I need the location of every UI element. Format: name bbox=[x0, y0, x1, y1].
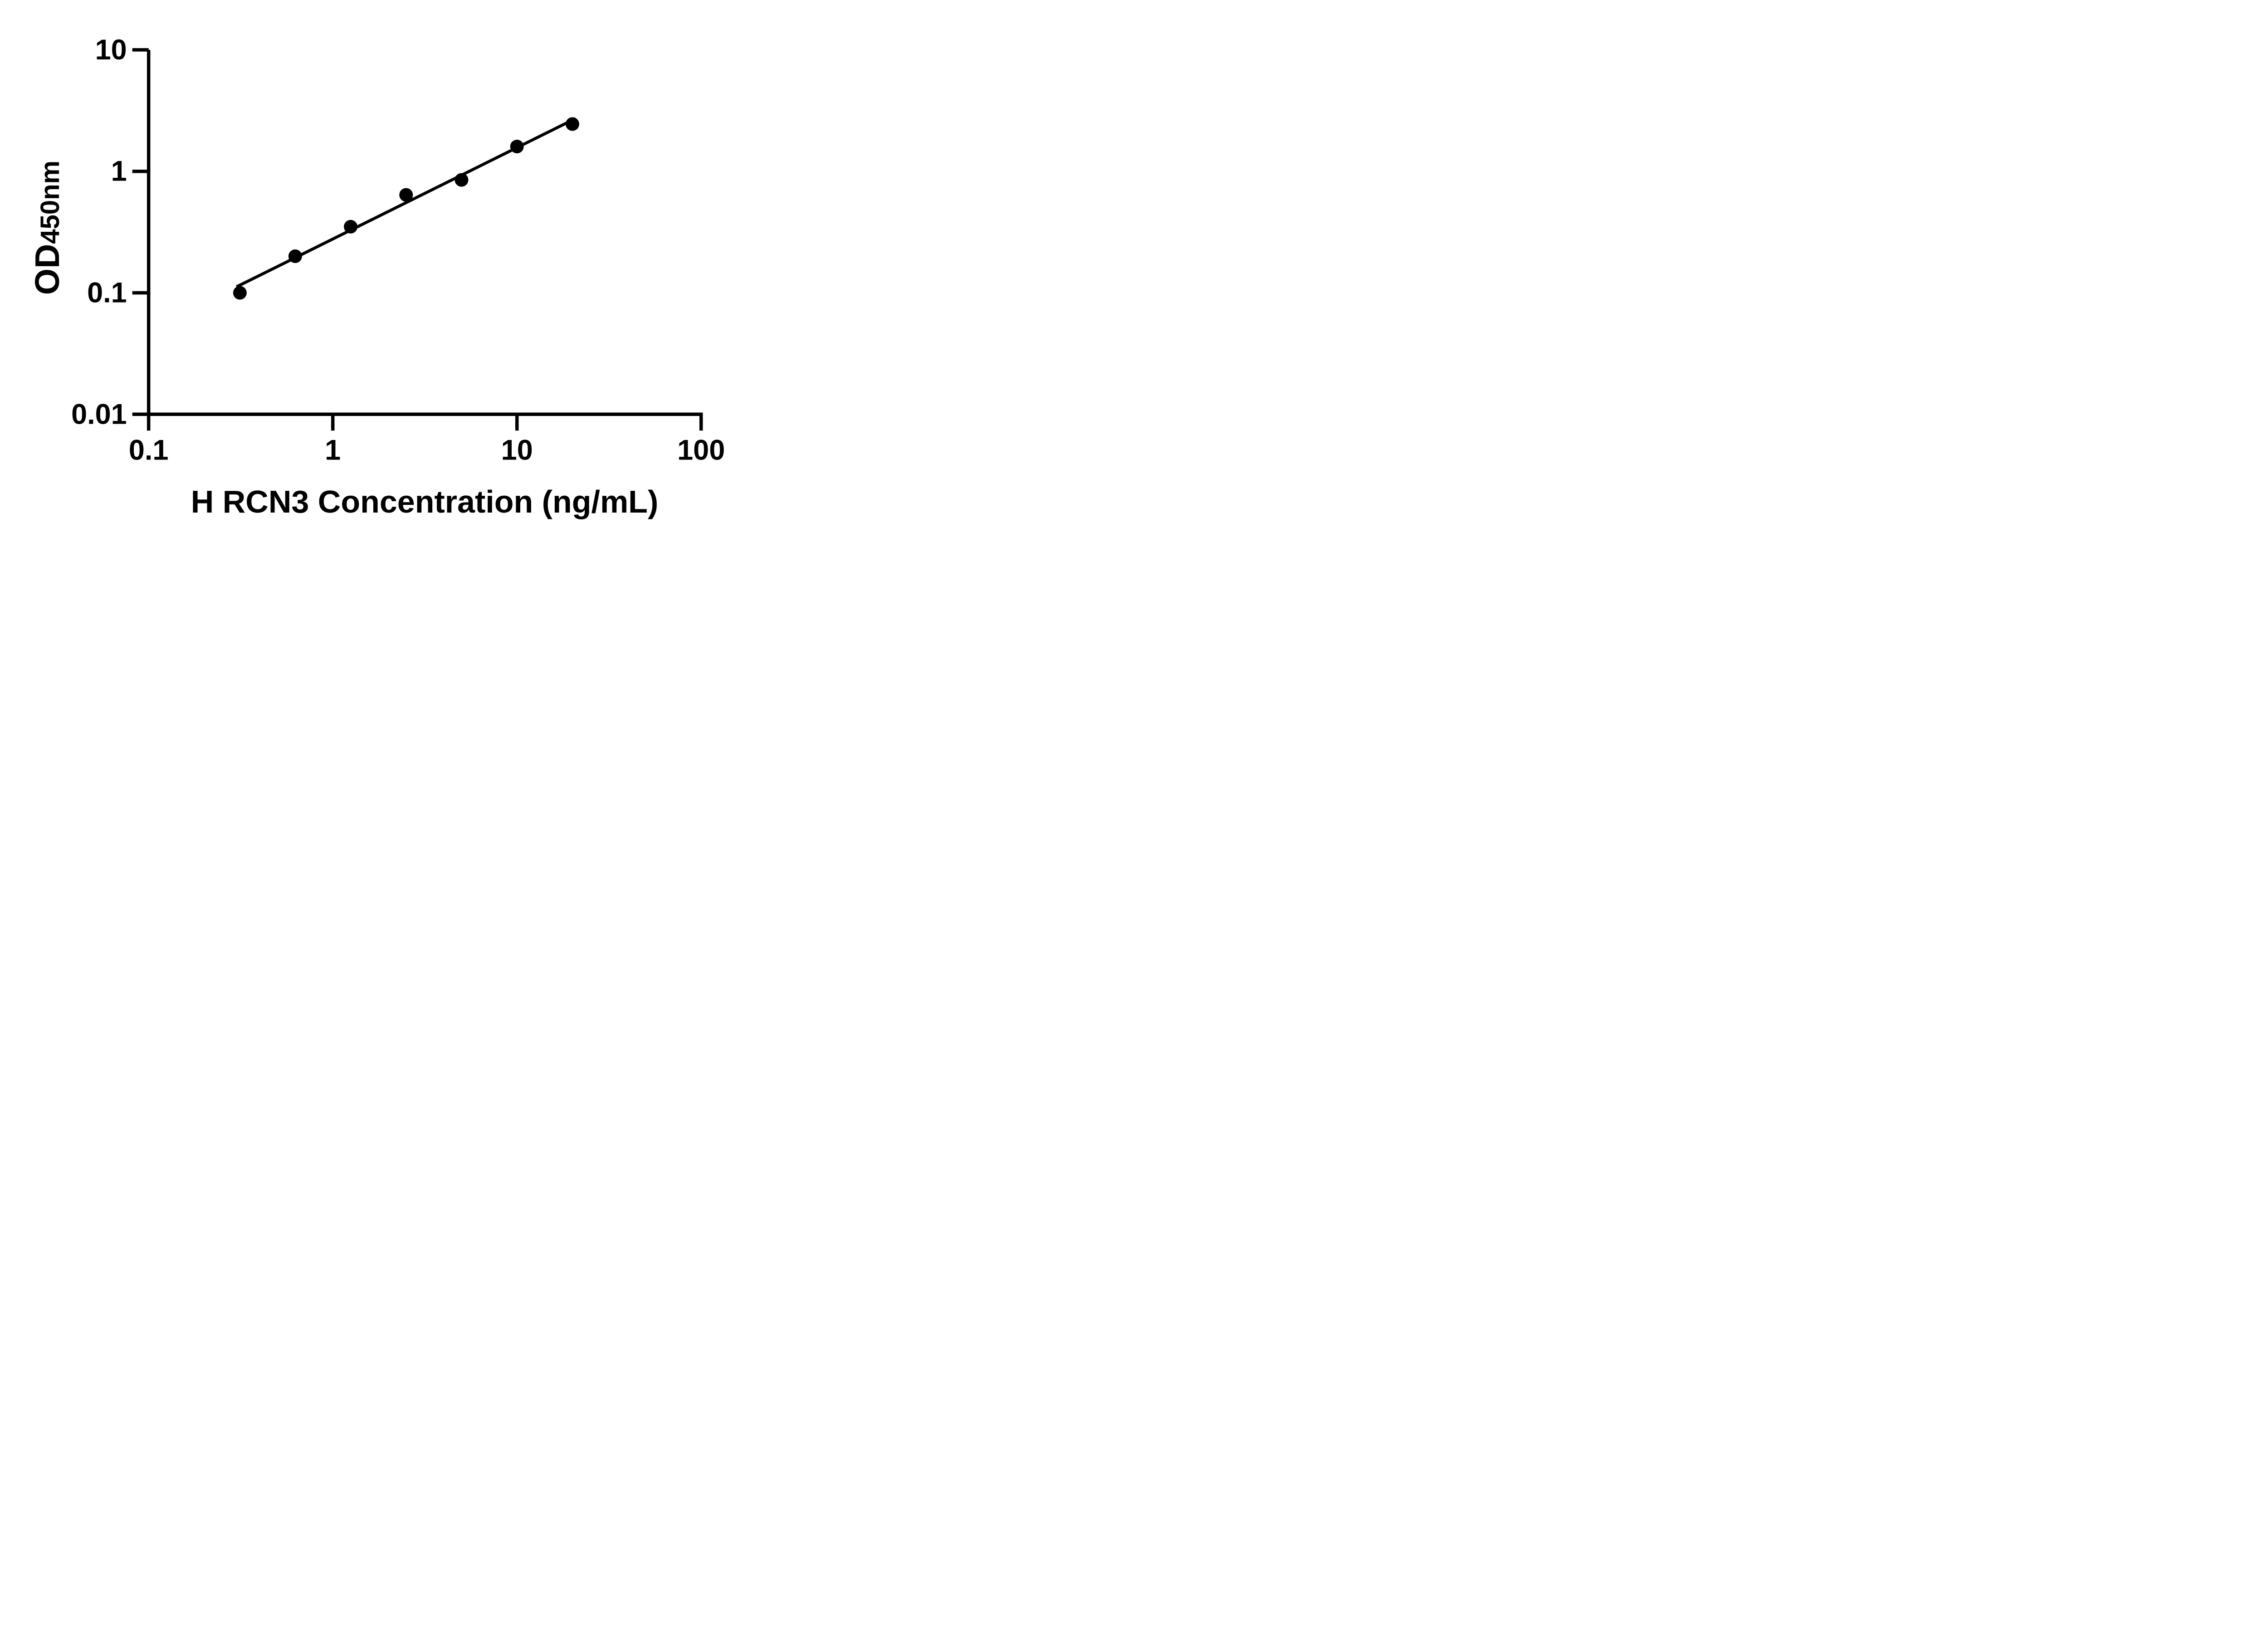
data-point bbox=[510, 140, 524, 154]
x-tick-label: 100 bbox=[677, 434, 725, 466]
y-axis-title-subscript: 450nm bbox=[35, 161, 65, 244]
x-tick-label: 0.1 bbox=[129, 434, 169, 466]
data-point bbox=[344, 220, 358, 234]
data-point bbox=[288, 249, 302, 263]
elisa-standard-curve-figure: 0.01 0.1 1 10 0.1 1 10 100 H RCN3 Concentration… bbox=[0, 0, 776, 544]
data-point bbox=[399, 188, 413, 202]
x-tick-label: 1 bbox=[325, 434, 341, 466]
data-points-layer bbox=[233, 117, 579, 300]
trend-line-layer bbox=[235, 117, 577, 288]
trend-line bbox=[235, 117, 577, 288]
x-tick-label: 10 bbox=[501, 434, 533, 466]
x-axis-title: H RCN3 Concentration (ng/mL) bbox=[191, 484, 659, 519]
data-point bbox=[455, 173, 469, 187]
y-tick-label: 0.1 bbox=[87, 277, 127, 309]
data-point bbox=[233, 286, 247, 300]
y-tick-label: 10 bbox=[95, 34, 127, 66]
y-tick-label: 1 bbox=[111, 156, 127, 187]
axes-layer bbox=[147, 49, 703, 416]
y-axis-title: OD450nm bbox=[28, 161, 66, 295]
y-axis-title-main: OD bbox=[28, 244, 66, 295]
y-tick-label: 0.01 bbox=[71, 398, 127, 430]
data-point bbox=[565, 117, 579, 131]
ticks-layer bbox=[132, 48, 703, 431]
